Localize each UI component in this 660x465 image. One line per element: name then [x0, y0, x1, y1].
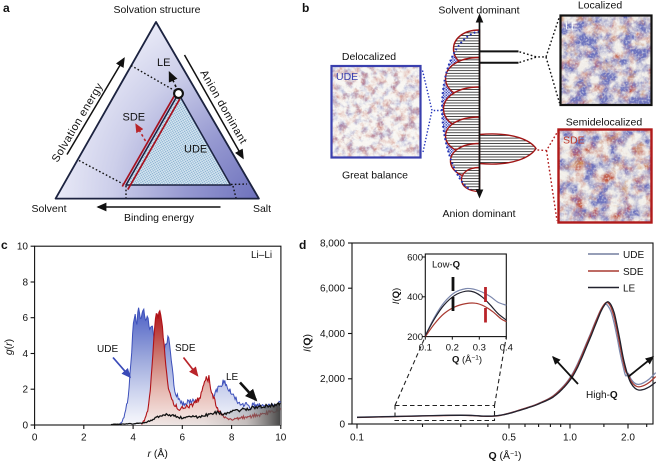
- svg-text:8: 8: [229, 433, 235, 444]
- svg-text:UDE: UDE: [97, 344, 118, 355]
- svg-text:Solvation structure: Solvation structure: [114, 4, 201, 16]
- svg-text:Q (Å−1): Q (Å−1): [488, 449, 521, 462]
- svg-text:g(r): g(r): [3, 339, 15, 355]
- svg-text:Q (Å−1): Q (Å−1): [452, 354, 482, 366]
- svg-text:Semidelocalized: Semidelocalized: [566, 117, 643, 129]
- svg-text:UDE: UDE: [336, 71, 358, 83]
- svg-text:200: 200: [407, 332, 423, 343]
- svg-text:LE: LE: [157, 57, 170, 69]
- svg-text:0: 0: [32, 433, 38, 444]
- svg-text:Localized: Localized: [578, 0, 623, 12]
- svg-text:I(Q): I(Q): [302, 334, 314, 352]
- svg-text:LE: LE: [623, 284, 636, 295]
- svg-text:600: 600: [407, 253, 423, 264]
- svg-text:b: b: [302, 1, 309, 15]
- svg-text:0.1: 0.1: [350, 433, 364, 444]
- svg-text:6,000: 6,000: [320, 284, 345, 295]
- svg-text:High-Q: High-Q: [586, 390, 618, 401]
- svg-text:2,000: 2,000: [320, 374, 345, 385]
- svg-text:0.2: 0.2: [446, 343, 459, 354]
- svg-text:6: 6: [180, 433, 186, 444]
- svg-text:Binding energy: Binding energy: [124, 212, 195, 224]
- svg-text:0: 0: [339, 419, 345, 430]
- svg-text:1.0: 1.0: [563, 433, 577, 444]
- svg-text:d: d: [299, 238, 306, 252]
- svg-text:8,000: 8,000: [320, 238, 345, 249]
- svg-text:6: 6: [22, 313, 28, 324]
- svg-text:Great balance: Great balance: [342, 170, 408, 182]
- svg-text:4: 4: [22, 349, 28, 360]
- svg-text:I(Q): I(Q): [391, 288, 402, 304]
- svg-text:a: a: [3, 1, 10, 15]
- svg-text:Salt: Salt: [253, 203, 271, 215]
- svg-text:Low-Q: Low-Q: [432, 260, 460, 271]
- svg-text:4,000: 4,000: [320, 329, 345, 340]
- svg-text:10: 10: [17, 242, 29, 253]
- svg-text:SDE: SDE: [623, 267, 644, 278]
- svg-text:LE: LE: [565, 21, 578, 33]
- svg-text:c: c: [1, 238, 8, 252]
- svg-text:2: 2: [81, 433, 87, 444]
- svg-text:LE: LE: [226, 372, 239, 383]
- svg-text:Anion dominant: Anion dominant: [443, 208, 516, 220]
- svg-text:r (Å): r (Å): [147, 447, 167, 460]
- svg-text:2: 2: [22, 385, 28, 396]
- svg-text:8: 8: [22, 277, 28, 288]
- svg-text:Solvent: Solvent: [31, 203, 66, 215]
- svg-text:Solvent dominant: Solvent dominant: [438, 5, 519, 17]
- svg-text:2.0: 2.0: [621, 433, 635, 444]
- svg-text:10: 10: [275, 433, 287, 444]
- svg-text:0.4: 0.4: [500, 343, 513, 354]
- svg-text:Li–Li: Li–Li: [251, 250, 272, 261]
- svg-text:SDE: SDE: [175, 343, 196, 354]
- svg-text:Delocalized: Delocalized: [342, 51, 396, 63]
- svg-text:0.3: 0.3: [473, 343, 486, 354]
- svg-text:SDE: SDE: [123, 112, 146, 124]
- svg-text:4: 4: [130, 433, 136, 444]
- svg-text:UDE: UDE: [184, 144, 207, 156]
- svg-text:0.5: 0.5: [502, 433, 516, 444]
- svg-text:0: 0: [22, 420, 28, 431]
- svg-text:UDE: UDE: [623, 250, 644, 261]
- svg-text:SDE: SDE: [563, 135, 585, 147]
- svg-text:400: 400: [407, 292, 423, 303]
- svg-text:0.1: 0.1: [419, 343, 432, 354]
